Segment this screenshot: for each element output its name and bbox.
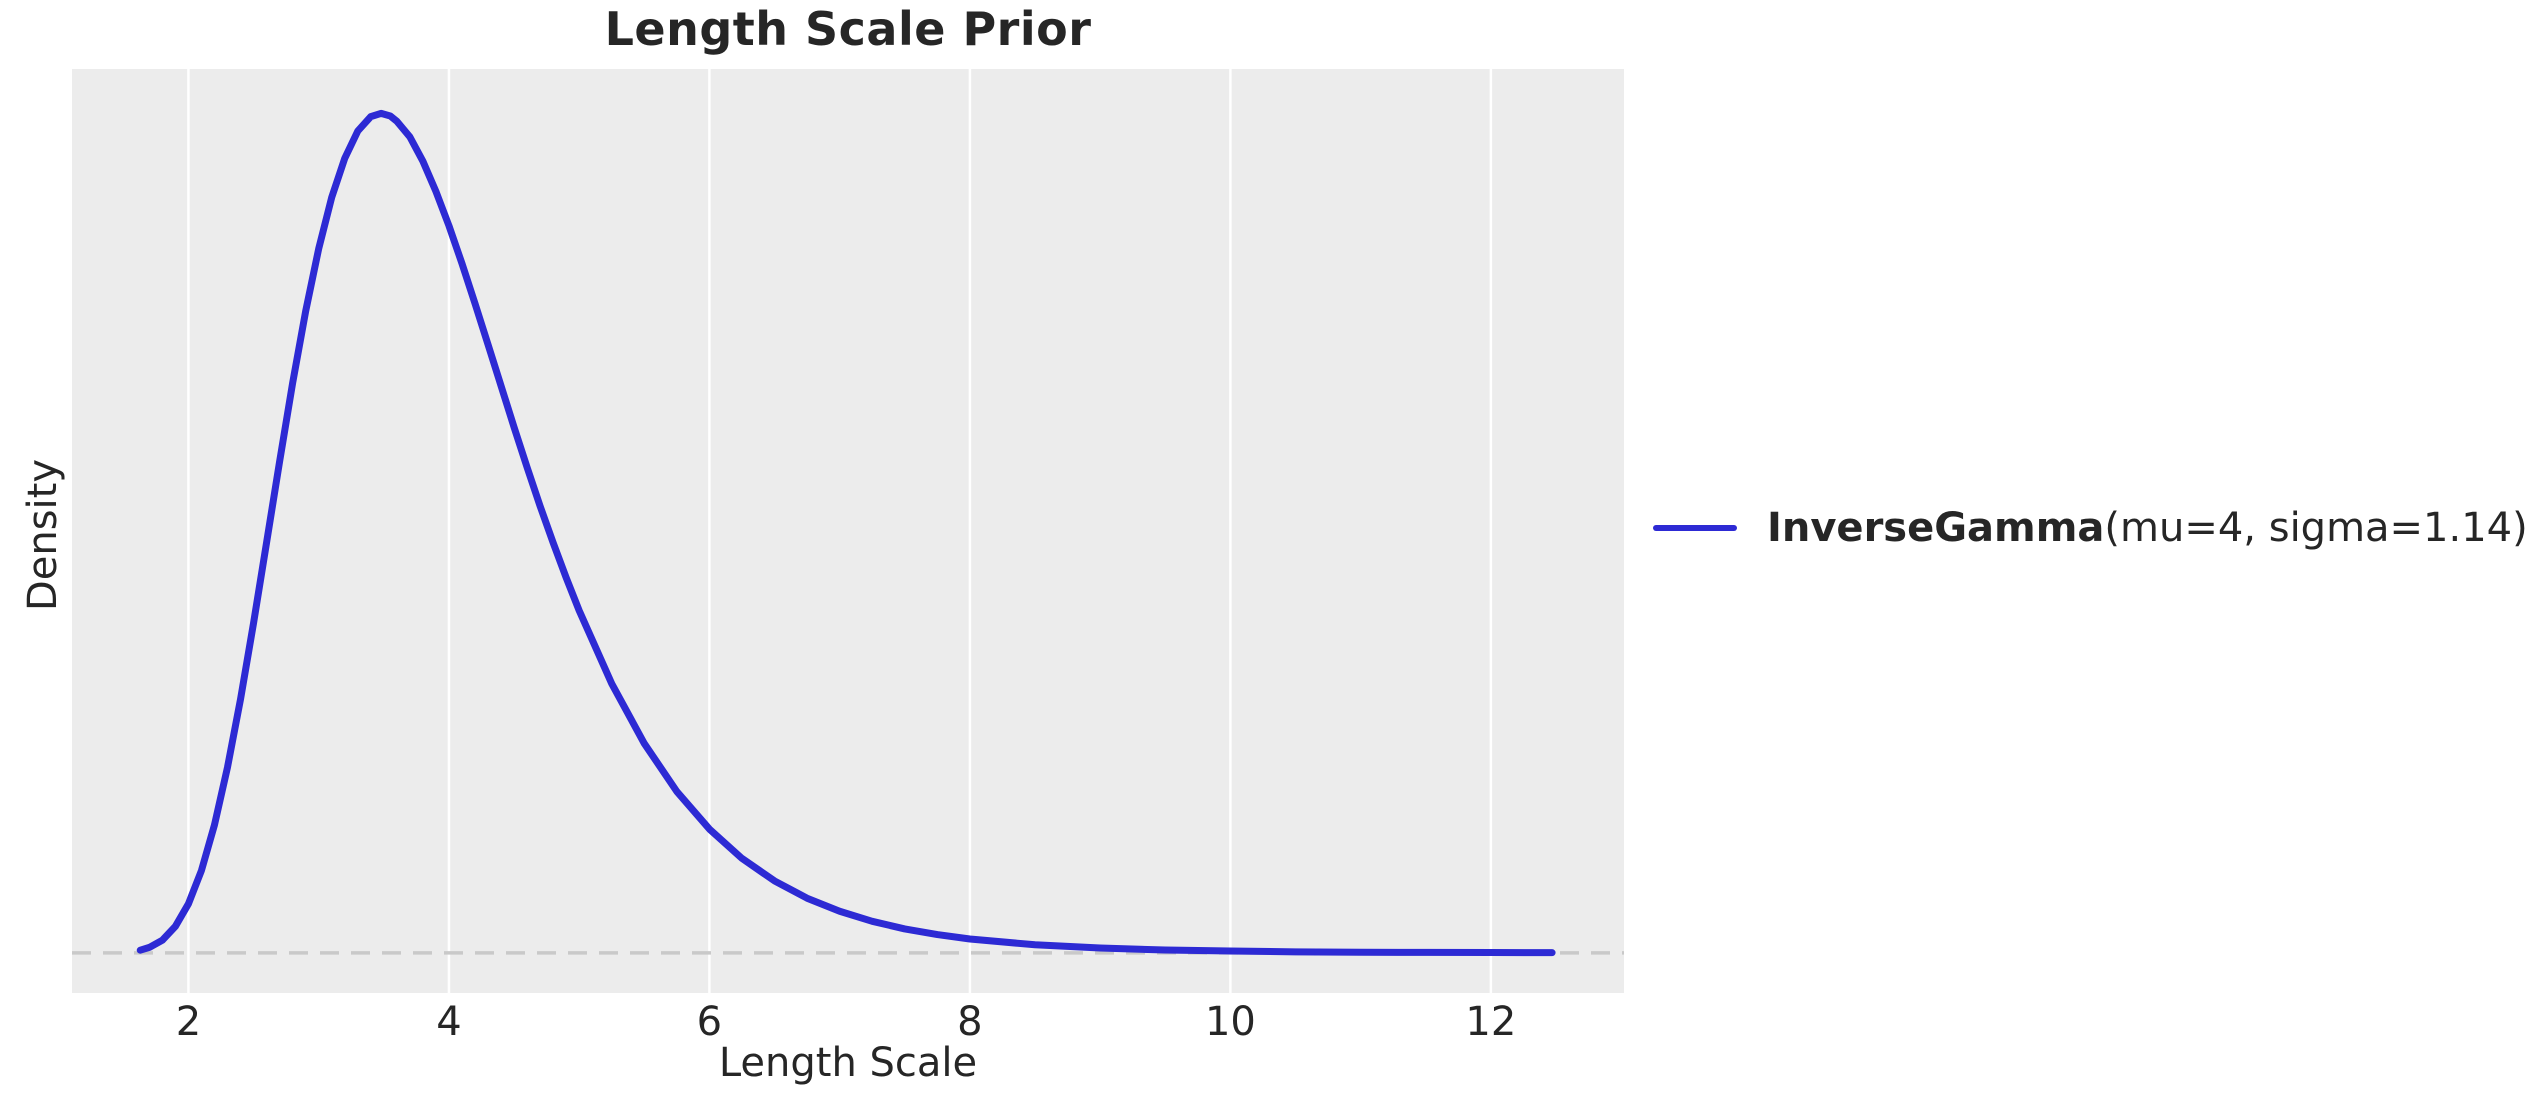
legend-label: InverseGamma(mu=4, sigma=1.14)	[1767, 505, 2528, 551]
legend-distribution-name: InverseGamma	[1767, 505, 2105, 551]
x-tick-label-6: 6	[696, 999, 723, 1045]
x-tick-label-2: 2	[175, 999, 202, 1045]
legend-line-swatch	[1653, 525, 1737, 531]
y-axis-label: Density	[20, 458, 66, 612]
chart-title: Length Scale Prior	[604, 2, 1092, 56]
x-tick-label-4: 4	[436, 999, 462, 1045]
x-tick-label-8: 8	[957, 999, 983, 1045]
legend-distribution-params: (mu=4, sigma=1.14)	[2104, 505, 2528, 551]
plot-area	[72, 69, 1624, 993]
x-axis-label: Length Scale	[718, 1040, 978, 1086]
x-tick-label-12: 12	[1465, 999, 1517, 1045]
density-curve	[136, 109, 1556, 957]
plot-svg	[72, 69, 1624, 993]
legend: InverseGamma(mu=4, sigma=1.14)	[1653, 499, 2528, 557]
x-tick-label-10: 10	[1204, 999, 1256, 1045]
